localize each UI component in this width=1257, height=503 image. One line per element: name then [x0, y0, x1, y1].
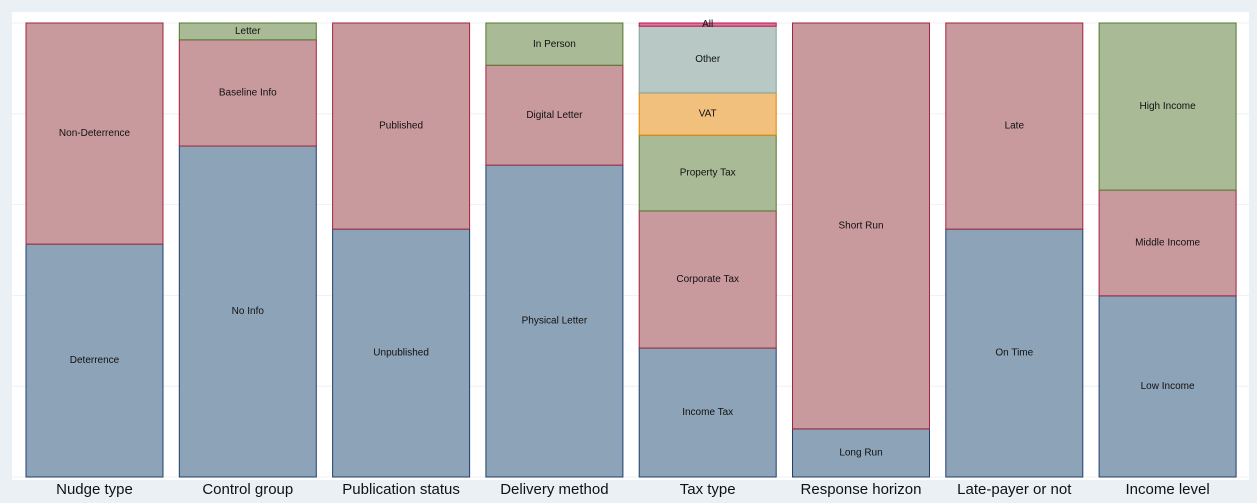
bar-segment: [485, 64, 624, 166]
bar-segment: [332, 22, 471, 230]
segment-label: Baseline Info: [219, 88, 277, 99]
panel-label: Control group: [202, 481, 293, 498]
bar-segment: [25, 243, 164, 478]
segment-label: Middle Income: [1135, 238, 1200, 249]
panel-label: Delivery method: [500, 481, 608, 498]
panel-label: Nudge type: [56, 481, 133, 498]
bar-segment: [792, 22, 930, 430]
bar-segment: [485, 164, 624, 478]
bar-segment: [178, 145, 317, 478]
segment-label: No Info: [232, 306, 265, 317]
segment-label: Late: [1005, 121, 1025, 132]
bar-segment: [332, 228, 471, 478]
bar-segment: [792, 428, 930, 478]
bar-segment: [638, 210, 777, 349]
bar-segment: [1098, 189, 1237, 297]
bar-segment: [638, 347, 777, 478]
segment-label: Deterrence: [70, 355, 120, 366]
segment-label: Corporate Tax: [676, 274, 739, 285]
bar-segment: [945, 22, 1084, 230]
bar-segment: [1098, 22, 1237, 191]
bar-segment: [638, 22, 777, 27]
bar-segment: [485, 22, 624, 66]
bar-segment: [945, 228, 1084, 478]
bar-segment: [25, 22, 164, 245]
segment-label: Short Run: [838, 221, 883, 232]
bar-segment: [178, 22, 317, 41]
bar-segment: [638, 92, 777, 136]
segment-label: Digital Letter: [526, 110, 583, 121]
segment-label: High Income: [1140, 101, 1197, 112]
panel-label: Income level: [1125, 481, 1209, 498]
segment-label: Letter: [235, 26, 261, 37]
segment-label: All: [702, 19, 713, 30]
segment-label: Published: [379, 121, 423, 132]
segment-label: Property Tax: [680, 168, 736, 179]
panel-label: Publication status: [342, 481, 460, 498]
segment-label: Income Tax: [682, 407, 733, 418]
segment-label: Low Income: [1141, 381, 1195, 392]
segment-label: Unpublished: [373, 348, 429, 359]
segment-label: In Person: [533, 39, 576, 50]
segment-label: VAT: [699, 109, 717, 120]
segment-label: Other: [695, 54, 721, 65]
panel-label: Late-payer or not: [957, 481, 1072, 498]
panel-label: Response horizon: [801, 481, 922, 498]
segment-label: Long Run: [839, 448, 882, 459]
segment-label: On Time: [995, 348, 1033, 359]
segment-label: Physical Letter: [522, 316, 588, 327]
bar-segment: [638, 25, 777, 94]
bar-segment: [638, 134, 777, 212]
bar-segment: [1098, 295, 1237, 478]
panel-label: Tax type: [680, 481, 736, 498]
bar-segment: [178, 39, 317, 147]
segment-label: Non-Deterrence: [59, 128, 131, 139]
